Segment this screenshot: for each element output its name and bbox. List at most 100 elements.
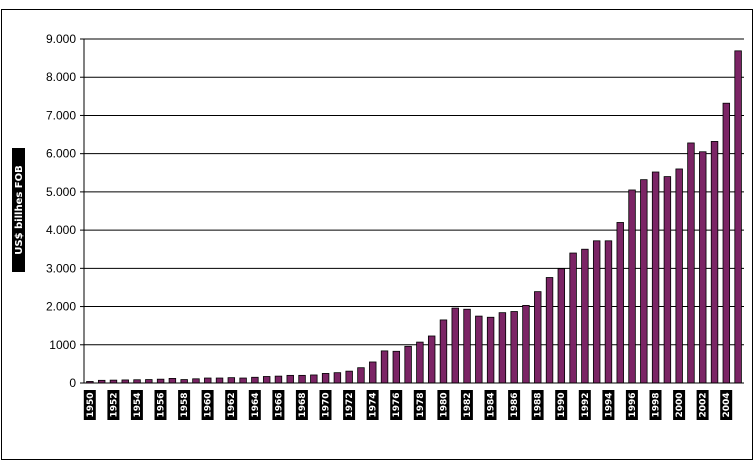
x-tick: 1962 xyxy=(225,390,238,420)
bar xyxy=(251,376,259,384)
x-tick: 2000 xyxy=(673,390,686,420)
bars xyxy=(86,50,742,384)
x-tick: 1994 xyxy=(602,390,615,420)
y-tick-label: 4.000 xyxy=(46,223,76,237)
x-tick: 1974 xyxy=(366,390,379,420)
x-tick-label: 1968 xyxy=(298,392,308,417)
bar xyxy=(274,375,283,384)
x-tick: 1982 xyxy=(460,390,473,420)
bar xyxy=(168,378,177,384)
bar xyxy=(687,142,695,384)
y-axis-label: US$ billhes FOB xyxy=(14,165,25,255)
x-tick: 1960 xyxy=(201,390,214,420)
bar xyxy=(345,370,353,384)
x-tick: 1970 xyxy=(319,390,332,420)
x-tick: 1976 xyxy=(390,390,403,420)
bar xyxy=(427,335,436,384)
x-tick: 1964 xyxy=(248,390,261,420)
x-tick: 1956 xyxy=(154,390,167,420)
bar xyxy=(510,311,518,384)
bar xyxy=(416,341,424,384)
bar xyxy=(439,319,448,384)
x-tick-label-bg xyxy=(696,390,709,420)
bar xyxy=(651,171,660,384)
bar xyxy=(534,291,542,384)
x-tick: 1992 xyxy=(578,390,591,420)
x-tick: 2002 xyxy=(696,390,709,420)
bar xyxy=(569,252,577,384)
x-tick-label: 2002 xyxy=(699,392,709,417)
y-tick-label: 1000 xyxy=(49,338,76,352)
bar xyxy=(475,315,483,384)
bar xyxy=(604,240,613,384)
x-tick-label: 1994 xyxy=(604,392,614,417)
x-tick-label: 1998 xyxy=(652,392,662,417)
x-tick-label-bg xyxy=(343,390,356,420)
x-tick-label-bg xyxy=(390,390,403,420)
bar xyxy=(180,379,188,384)
bar xyxy=(451,307,459,384)
x-tick-label-bg xyxy=(154,390,167,420)
bar xyxy=(227,377,236,384)
x-tick-label-bg xyxy=(578,390,591,420)
x-tick-label: 1986 xyxy=(510,392,520,417)
bar xyxy=(298,374,306,384)
bar xyxy=(545,277,554,384)
bar xyxy=(640,179,648,384)
x-tick: 1952 xyxy=(107,390,120,420)
bar xyxy=(463,308,471,384)
bar xyxy=(557,268,566,384)
x-tick-label: 1954 xyxy=(133,392,143,417)
x-tick-label-bg xyxy=(484,390,497,420)
x-tick: 1950 xyxy=(83,390,96,420)
y-axis-ticks: 0 1000 2.000 3.000 4.000 5.000 6.000 7.000 8.000… xyxy=(46,32,84,390)
x-tick-label: 1956 xyxy=(157,392,167,417)
x-tick-label-bg xyxy=(508,390,521,420)
bar xyxy=(734,50,742,384)
x-tick-label: 1976 xyxy=(392,392,402,417)
bar xyxy=(156,378,165,384)
x-tick-label-bg xyxy=(248,390,261,420)
x-tick: 1996 xyxy=(625,390,638,420)
x-tick-label-bg xyxy=(531,390,544,420)
y-tick-label: 8.000 xyxy=(46,70,76,84)
y-tick-label: 2.000 xyxy=(46,300,76,314)
bar xyxy=(321,373,330,384)
x-tick-label-bg xyxy=(460,390,473,420)
bar xyxy=(522,305,530,384)
bar xyxy=(192,378,200,384)
bar xyxy=(204,377,212,384)
chart-frame xyxy=(1,9,753,460)
x-tick-label-bg xyxy=(178,390,191,420)
x-tick: 1986 xyxy=(508,390,521,420)
x-tick-label: 1970 xyxy=(322,392,332,417)
x-tick-label: 1952 xyxy=(109,392,119,417)
x-tick: 1980 xyxy=(437,390,450,420)
x-tick-label: 1964 xyxy=(251,392,261,417)
x-tick-label: 1980 xyxy=(439,392,449,417)
x-axis-ticks: 1950 1952 1954 1956 1958 1960 1962 1964 1966 1968… xyxy=(83,390,733,420)
bar xyxy=(663,176,672,384)
x-tick-label: 1996 xyxy=(628,392,638,417)
x-tick-label-bg xyxy=(130,390,143,420)
x-tick: 1990 xyxy=(555,390,568,420)
x-tick-label-bg xyxy=(366,390,379,420)
x-tick-label: 1982 xyxy=(463,392,473,417)
bar xyxy=(616,222,624,384)
y-axis-label-group: US$ billhes FOB xyxy=(12,148,25,272)
x-tick-label-bg xyxy=(272,390,285,420)
x-tick-label-bg xyxy=(673,390,686,420)
x-tick-label-bg xyxy=(201,390,214,420)
bar xyxy=(628,189,636,384)
x-tick: 1954 xyxy=(130,390,143,420)
bar xyxy=(333,372,342,384)
bar xyxy=(699,151,707,384)
x-tick-label-bg xyxy=(107,390,120,420)
y-axis-label-bg xyxy=(12,148,25,272)
bar xyxy=(498,312,507,384)
x-tick-label-bg xyxy=(413,390,426,420)
x-tick-label: 1958 xyxy=(180,392,190,417)
x-tick: 1984 xyxy=(484,390,497,420)
y-tick-label: 6.000 xyxy=(46,147,76,161)
